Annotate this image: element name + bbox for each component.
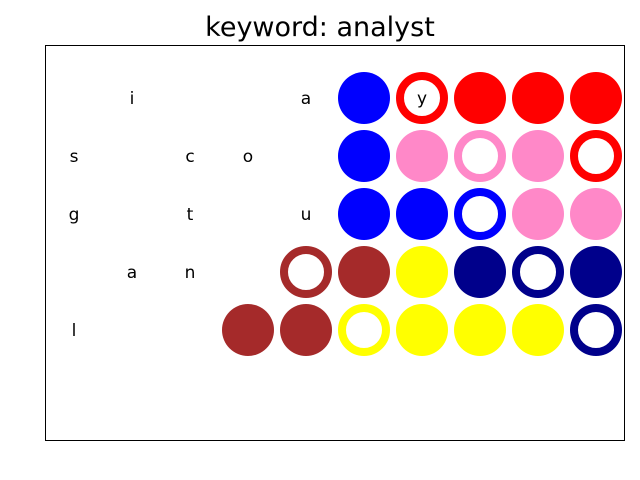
cell-letter: u [301, 205, 312, 225]
cell-letter: s [70, 147, 79, 167]
cell-letter: i [130, 89, 135, 109]
ring-cell-pink [454, 130, 506, 182]
filled-cell-blue [338, 130, 390, 182]
ring-cell-yellow [338, 304, 390, 356]
filled-cell-brown [222, 304, 274, 356]
puzzle-title: keyword: analyst [205, 12, 435, 43]
filled-cell-yellow [396, 304, 448, 356]
filled-cell-navy [454, 246, 506, 298]
ring-cell-red [396, 72, 448, 124]
filled-cell-pink [396, 130, 448, 182]
filled-cell-brown [280, 304, 332, 356]
filled-cell-yellow [512, 304, 564, 356]
ring-cell-brown [280, 246, 332, 298]
cell-letter: t [187, 205, 194, 225]
filled-cell-blue [396, 188, 448, 240]
ring-cell-blue [454, 188, 506, 240]
cell-letter: a [127, 263, 137, 283]
filled-cell-brown [338, 246, 390, 298]
board-canvas: i a y s c o g t u a n l [69, 72, 622, 356]
ring-cell-navy [570, 304, 622, 356]
filled-cell-navy [570, 246, 622, 298]
game-board: i a y s c o g t u a n l [45, 45, 625, 441]
cell-letter: o [243, 147, 253, 167]
filled-cell-pink [512, 188, 564, 240]
filled-cell-red [454, 72, 506, 124]
cell-letter: y [417, 89, 427, 109]
filled-cell-blue [338, 188, 390, 240]
filled-cell-pink [570, 188, 622, 240]
cell-letter: n [185, 263, 196, 283]
ring-cell-red [570, 130, 622, 182]
cell-letter: a [301, 89, 311, 109]
filled-cell-yellow [396, 246, 448, 298]
ring-cell-navy [512, 246, 564, 298]
cell-letter: c [185, 147, 194, 167]
filled-cell-red [512, 72, 564, 124]
cell-letter: g [69, 205, 80, 225]
filled-cell-blue [338, 72, 390, 124]
filled-cell-red [570, 72, 622, 124]
filled-cell-pink [512, 130, 564, 182]
cell-letter: l [72, 321, 77, 341]
filled-cell-yellow [454, 304, 506, 356]
